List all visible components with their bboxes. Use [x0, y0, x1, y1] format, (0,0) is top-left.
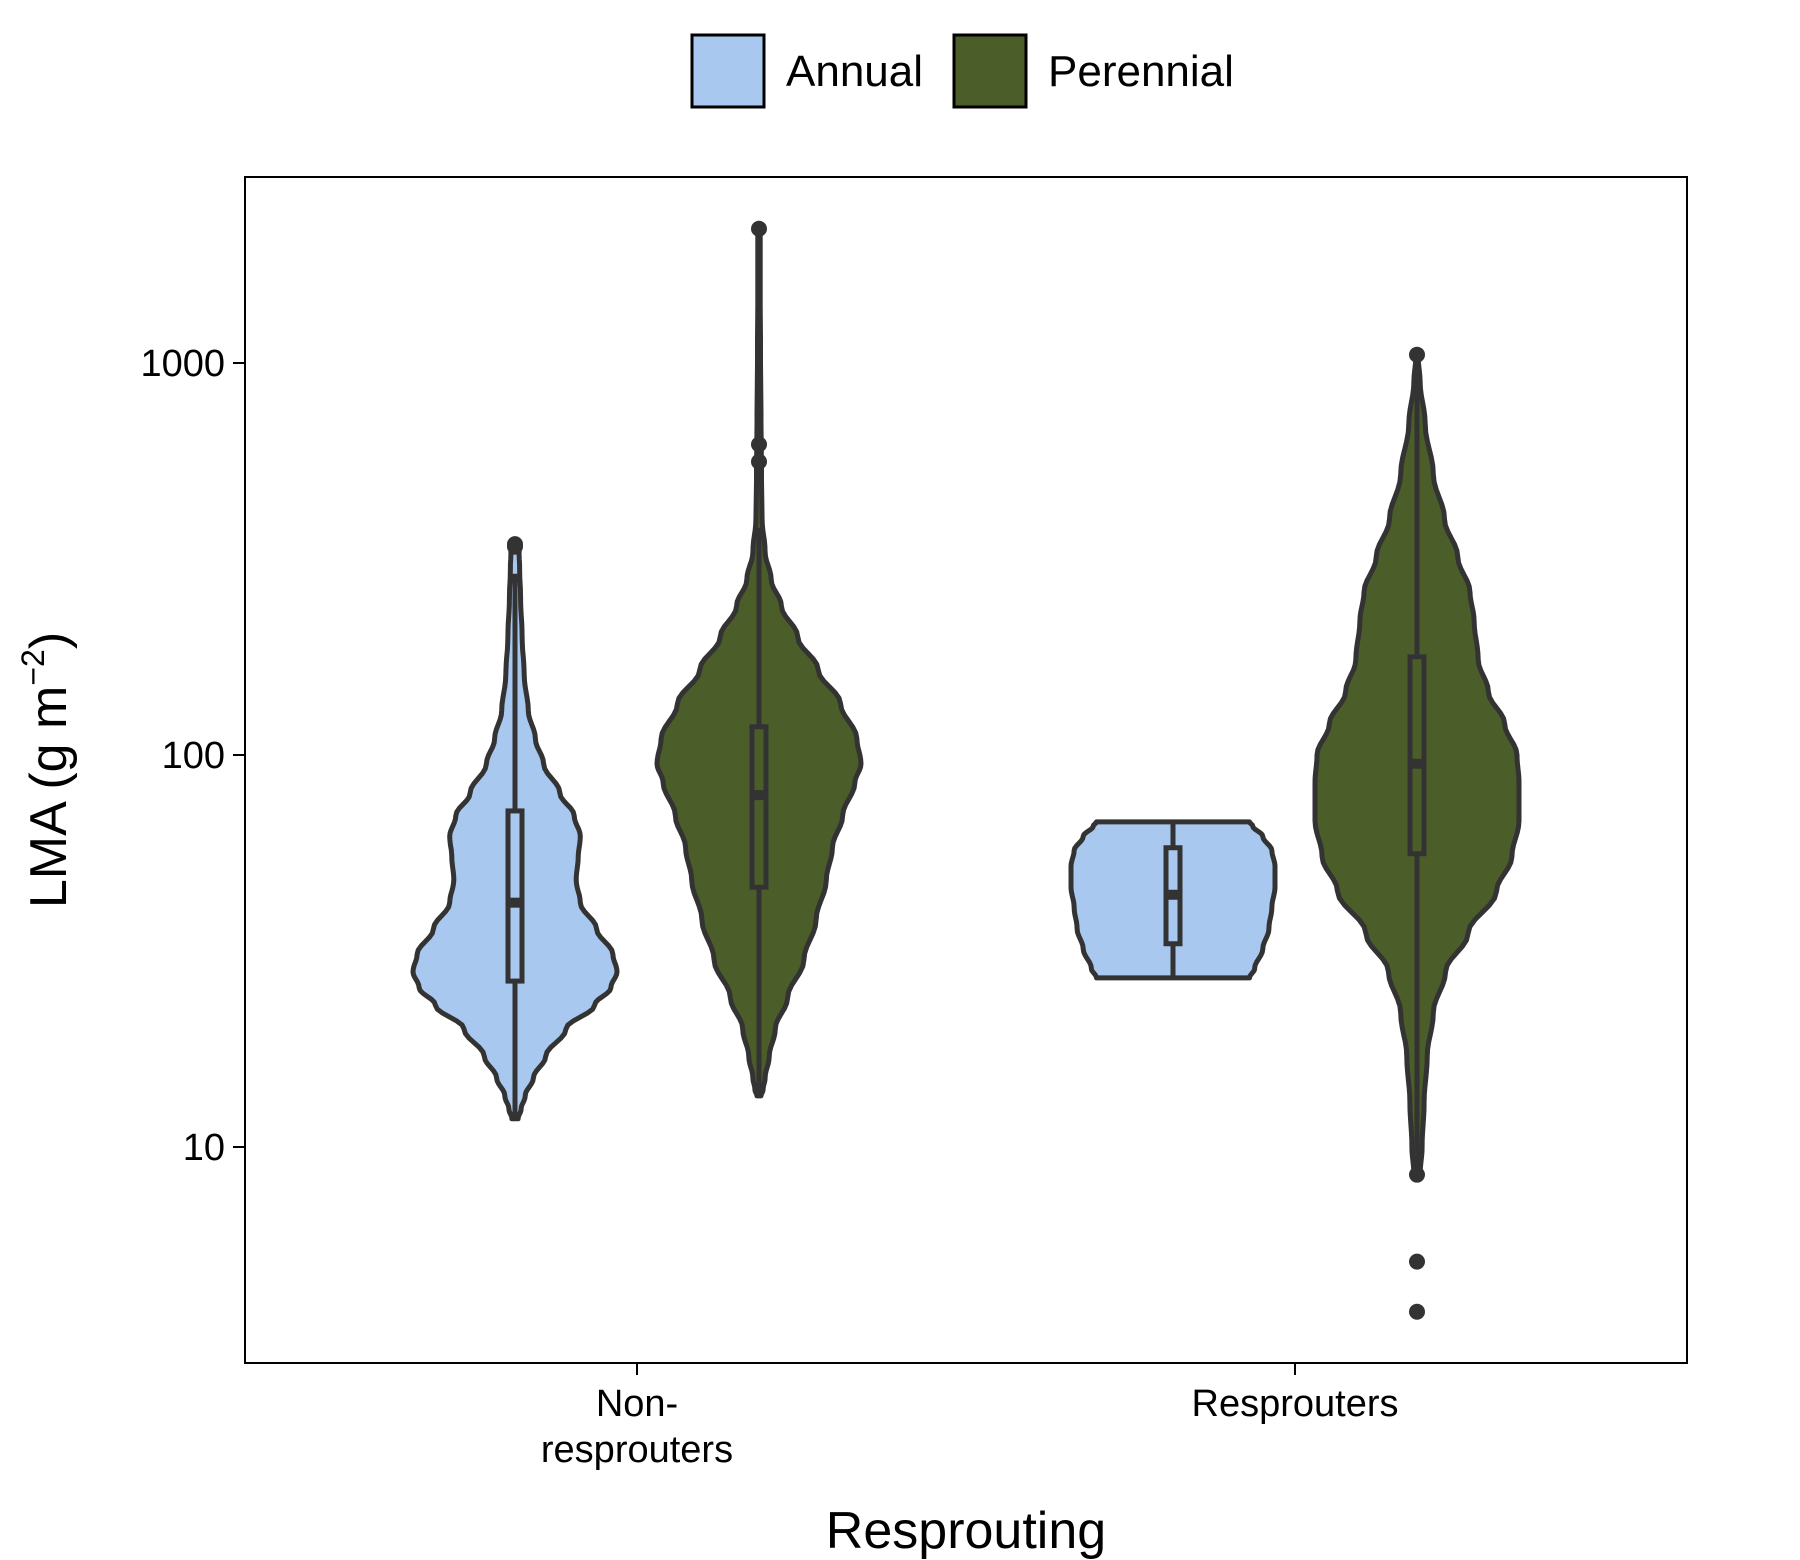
plot-panel-border — [244, 176, 1688, 1364]
x-tick-label: Resprouters — [1192, 1383, 1399, 1425]
violin-annual-resprouters — [1068, 819, 1278, 981]
x-axis: Non-resprouters Resprouters — [541, 1363, 1399, 1471]
y-tick-label: 10 — [183, 1127, 225, 1169]
violin-outlier-point — [751, 453, 767, 470]
y-tick-label: 1000 — [140, 343, 225, 385]
violin-median — [1166, 889, 1180, 900]
violin-outlier-point — [751, 436, 767, 453]
y-axis: 10 100 1000 — [140, 343, 245, 1169]
x-axis-title: Resprouting — [826, 1502, 1106, 1560]
violin-box — [505, 808, 525, 984]
legend: Annual Perennial — [690, 33, 1234, 109]
legend-label-perennial: Perennial — [1048, 47, 1234, 96]
violin-outlier-point — [1409, 1303, 1425, 1320]
x-tick-label: Non- — [596, 1383, 678, 1425]
violin-box — [749, 724, 769, 890]
violin-outlier-point — [751, 220, 767, 237]
violin-outlier-point — [1409, 1166, 1425, 1183]
violin-outlier-point — [1409, 346, 1425, 363]
violin-box — [1407, 654, 1427, 857]
legend-swatch-perennial — [952, 33, 1028, 109]
legend-swatch-annual — [690, 33, 766, 109]
violin-median — [752, 790, 766, 801]
violin-median — [1410, 758, 1424, 769]
violin-outlier-point — [1409, 1253, 1425, 1270]
x-tick-label: resprouters — [541, 1429, 733, 1471]
violin-perennial-nonresprouters — [654, 220, 864, 1099]
violin-annual-nonresprouters — [410, 536, 620, 1122]
legend-label-annual: Annual — [786, 47, 923, 96]
violin-perennial-resprouters — [1312, 346, 1522, 1320]
violin-outlier-point — [507, 536, 523, 553]
violins-layer — [410, 220, 1522, 1320]
violin-median — [508, 897, 522, 908]
y-axis-title: LMA (g m−2) — [15, 632, 78, 908]
y-tick-label: 100 — [162, 735, 225, 777]
